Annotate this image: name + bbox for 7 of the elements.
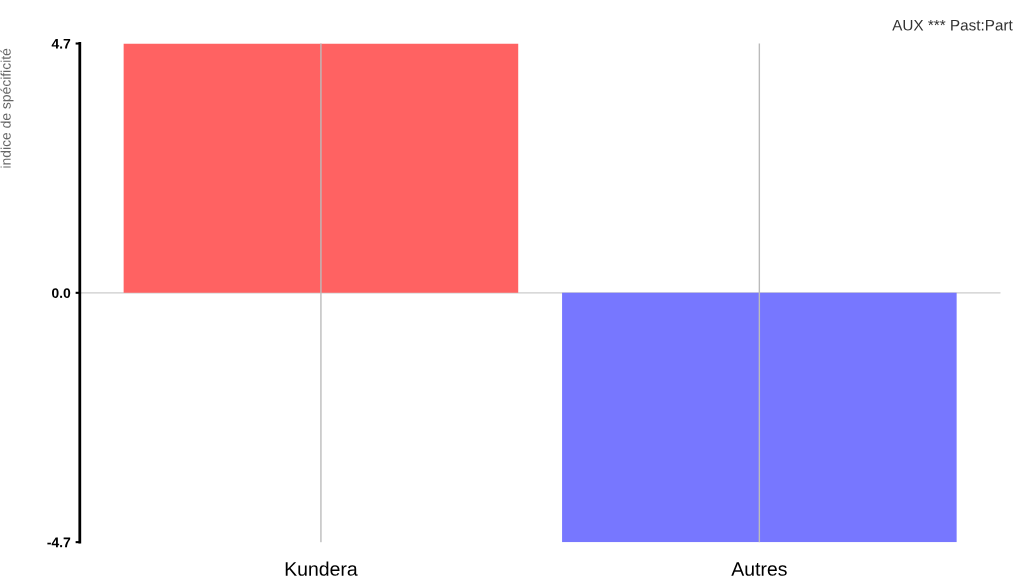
x-tick-label: Autres [731,562,787,576]
y-axis-title: indice de spécificité [0,48,14,168]
chart-title: AUX *** Past:Part [892,19,1013,31]
y-tick-label: 0.0 [52,288,71,298]
y-tick-label: 4.7 [51,38,71,49]
x-tick-label: Kundera [285,561,358,576]
y-tick-label: -4.7 [47,537,71,548]
